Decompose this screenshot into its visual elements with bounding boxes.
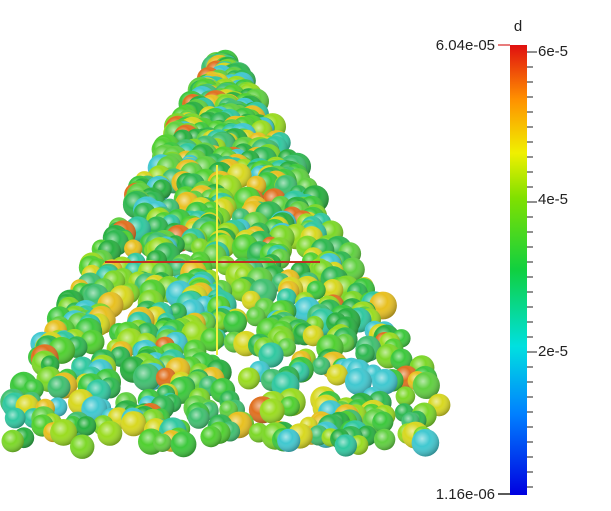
color-bar-tick-label: 2e-5 [538,343,568,360]
particle-shade [97,421,122,446]
particle-shade [171,431,197,457]
range-max-label: 6.04e-05 [436,37,495,54]
particle-shade [223,311,247,335]
particle-shade [396,386,416,406]
particle-shade [2,430,24,452]
particle-shade [48,376,71,399]
color-bar-ticks [527,52,537,487]
color-bar-title: d [514,18,522,35]
particle-shade [412,429,440,457]
color-bar [510,45,527,495]
particle-shade [76,416,96,436]
particle-shade [70,435,94,459]
particle-shade [5,408,26,429]
render-view: d 6.04e-05 1.16e-06 6e-5 4e-5 2e-5 [0,0,611,511]
particle-shade [335,434,357,456]
particle-shade [277,429,300,452]
particle-shade [260,398,285,423]
particle-shade [200,426,221,447]
color-bar-tick-label: 4e-5 [538,191,568,208]
range-min-label: 1.16e-06 [436,486,495,503]
particle-pile [0,50,450,459]
particle-shade [153,434,171,452]
particle-shade [327,364,348,385]
particle-shade [374,429,395,450]
color-bar-tick-label: 6e-5 [538,43,568,60]
particle-shade [188,407,209,428]
particle-shade [238,367,260,389]
